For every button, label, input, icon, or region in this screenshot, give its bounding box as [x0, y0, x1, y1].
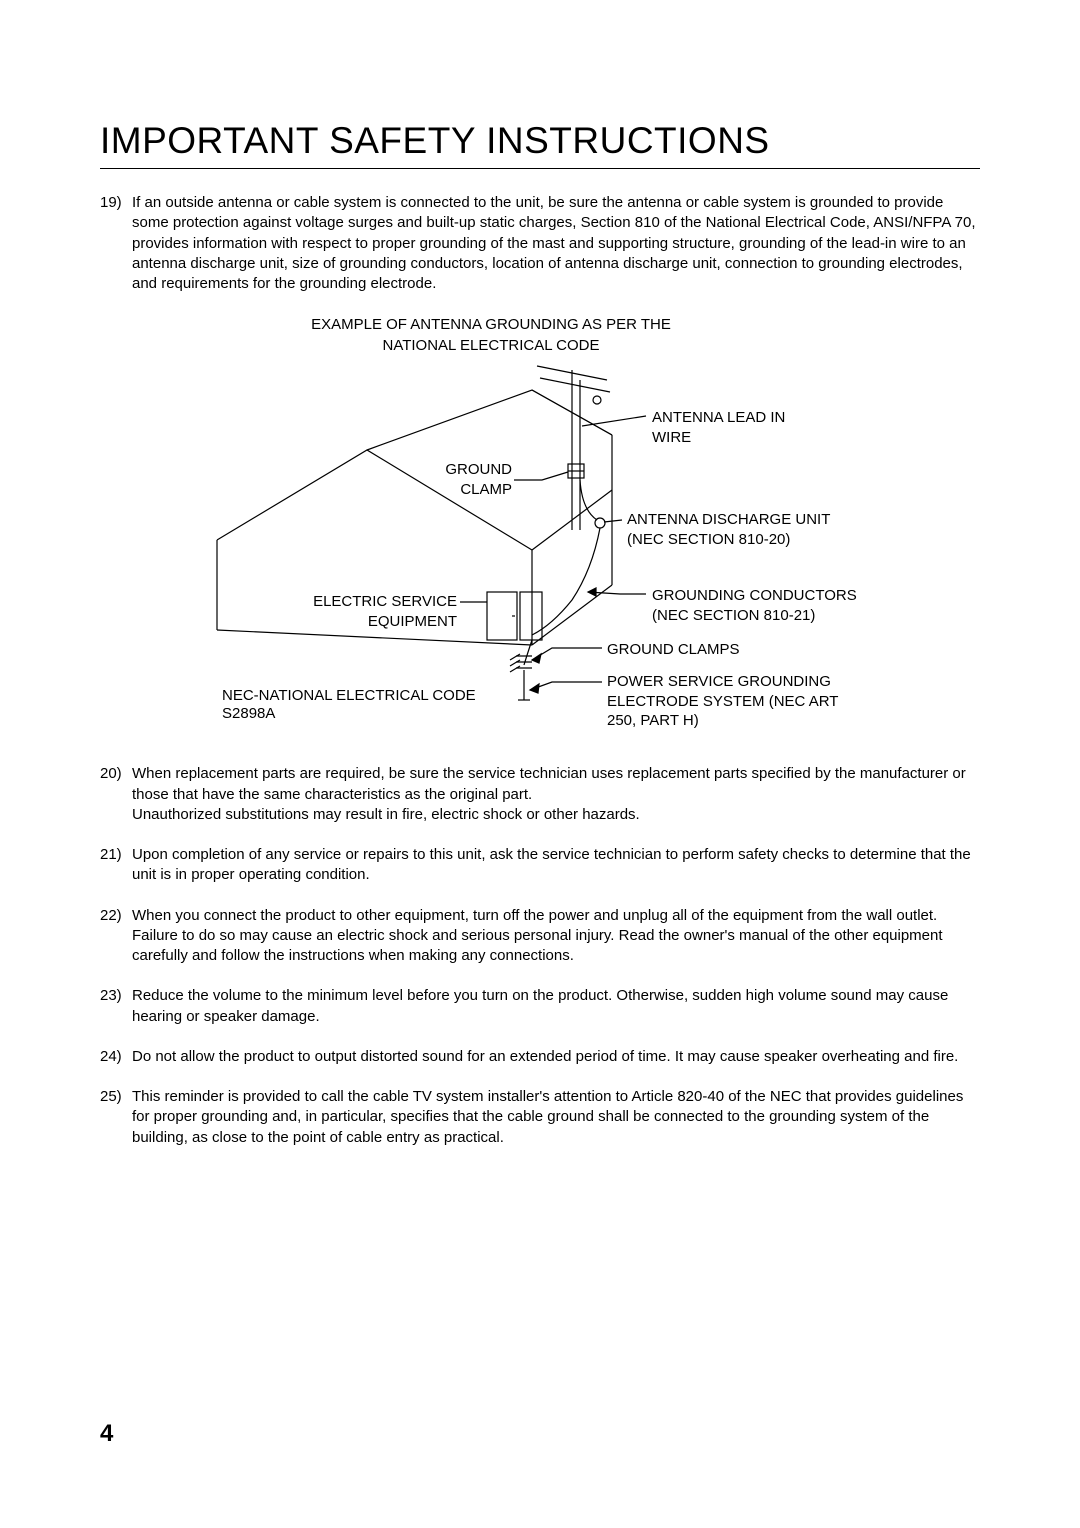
- list-item: 23) Reduce the volume to the minimum lev…: [100, 986, 980, 1027]
- item-text: Upon completion of any service or repair…: [132, 845, 980, 886]
- item-number: 23): [100, 986, 132, 1027]
- item-number: 25): [100, 1087, 132, 1148]
- diagram-block: EXAMPLE OF ANTENNA GROUNDING AS PER THE …: [132, 314, 980, 740]
- list-item: 20) When replacement parts are required,…: [100, 764, 980, 825]
- label-s2898a: S2898A: [222, 704, 275, 724]
- item-text: When you connect the product to other eq…: [132, 906, 980, 967]
- diagram-title: EXAMPLE OF ANTENNA GROUNDING AS PER THE …: [262, 314, 720, 356]
- item-number: 21): [100, 845, 132, 886]
- diagram-title-line2: NATIONAL ELECTRICAL CODE: [383, 337, 600, 354]
- item-text: Reduce the volume to the minimum level b…: [132, 986, 980, 1027]
- label-ground-clamps: GROUND CLAMPS: [607, 640, 807, 660]
- page-number: 4: [100, 1420, 113, 1448]
- item-number: 24): [100, 1047, 132, 1067]
- list-item: 19) If an outside antenna or cable syste…: [100, 193, 980, 294]
- list-item: 21) Upon completion of any service or re…: [100, 845, 980, 886]
- label-electric-service: ELECTRIC SERVICE EQUIPMENT: [297, 592, 457, 631]
- page-title: IMPORTANT SAFETY INSTRUCTIONS: [100, 120, 980, 169]
- diagram-title-line1: EXAMPLE OF ANTENNA GROUNDING AS PER THE: [311, 316, 671, 333]
- item-text: Do not allow the product to output disto…: [132, 1047, 980, 1067]
- item-text: This reminder is provided to call the ca…: [132, 1087, 980, 1148]
- item-number: 22): [100, 906, 132, 967]
- label-nec-code: NEC-NATIONAL ELECTRICAL CODE: [222, 686, 476, 706]
- list-item: 22) When you connect the product to othe…: [100, 906, 980, 967]
- label-antenna-discharge: ANTENNA DISCHARGE UNIT (NEC SECTION 810-…: [627, 510, 837, 549]
- label-power-service: POWER SERVICE GROUNDING ELECTRODE SYSTEM…: [607, 672, 847, 731]
- item-text: If an outside antenna or cable system is…: [132, 193, 980, 294]
- item-number: 20): [100, 764, 132, 825]
- list-item: 25) This reminder is provided to call th…: [100, 1087, 980, 1148]
- list-item: 24) Do not allow the product to output d…: [100, 1047, 980, 1067]
- label-ground-clamp-top: GROUND CLAMP: [432, 460, 512, 499]
- label-antenna-lead: ANTENNA LEAD IN WIRE: [652, 408, 812, 447]
- label-grounding-conductors: GROUNDING CONDUCTORS (NEC SECTION 810-21…: [652, 586, 882, 625]
- item-text: When replacement parts are required, be …: [132, 764, 980, 825]
- item-number: 19): [100, 193, 132, 294]
- antenna-diagram: ANTENNA LEAD IN WIRE GROUND CLAMP ANTENN…: [132, 360, 972, 740]
